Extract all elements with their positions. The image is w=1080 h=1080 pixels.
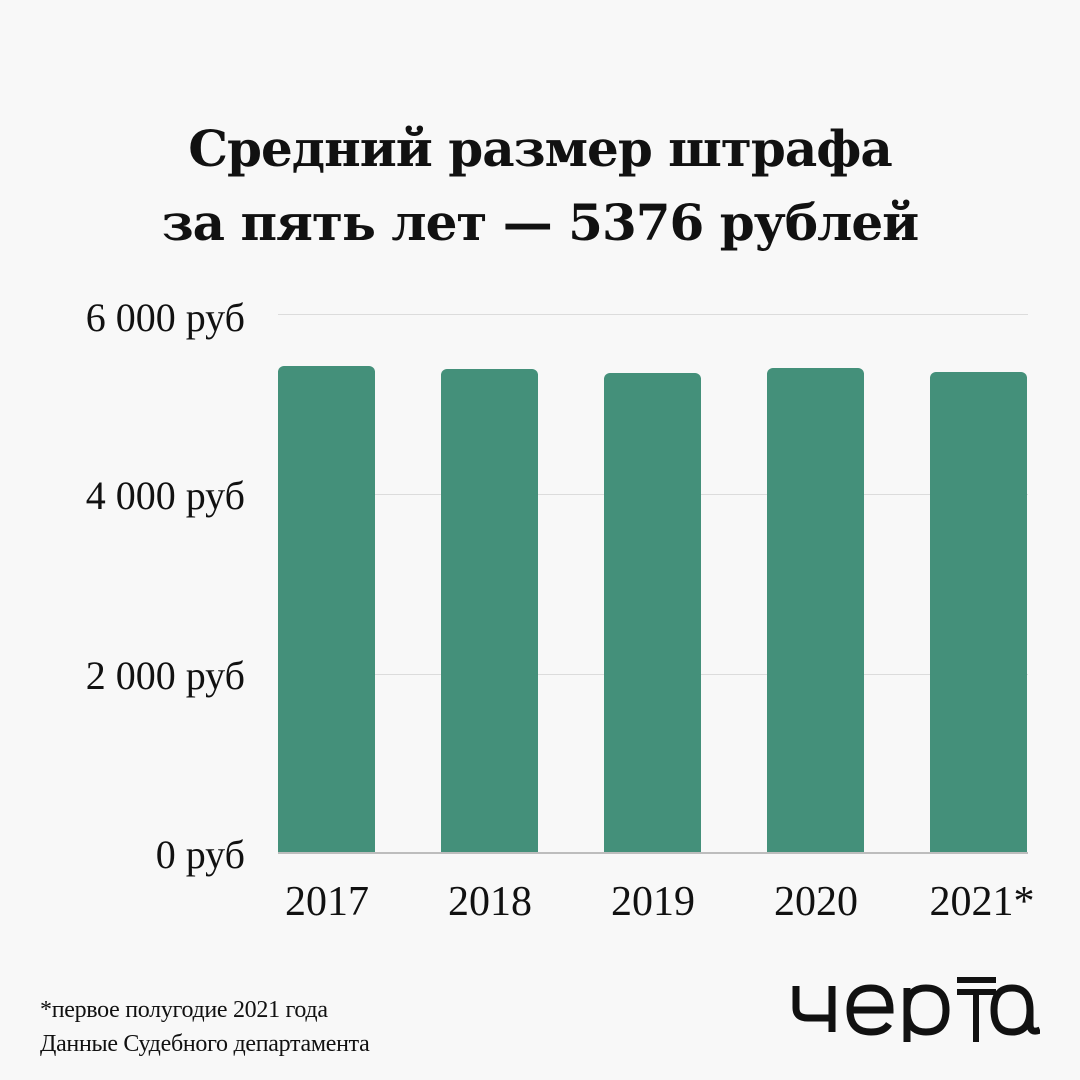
y-tick-2000: 2 000 руб bbox=[85, 653, 245, 698]
y-tick-0: 0 руб bbox=[155, 832, 245, 877]
bar-2018 bbox=[441, 369, 538, 853]
x-tick-2019: 2019 bbox=[611, 879, 695, 925]
bar-2021 bbox=[930, 372, 1027, 853]
cherta-logo-icon bbox=[792, 977, 1042, 1044]
bar-2020 bbox=[767, 368, 864, 853]
gridline-6000 bbox=[278, 314, 1028, 315]
chart-title: Средний размер штрафа за пять лет — 5376… bbox=[0, 112, 1080, 260]
x-axis-baseline bbox=[278, 852, 1028, 854]
footnote: *первое полугодие 2021 года Данные Судеб… bbox=[40, 993, 370, 1061]
y-tick-6000: 6 000 руб bbox=[85, 295, 245, 340]
y-tick-4000: 4 000 руб bbox=[85, 473, 245, 518]
footnote-note: *первое полугодие 2021 года bbox=[40, 997, 328, 1023]
brand-logo bbox=[790, 972, 1042, 1044]
x-tick-2018: 2018 bbox=[448, 879, 532, 925]
bar-2017 bbox=[278, 366, 375, 853]
bar-2019 bbox=[604, 373, 701, 853]
footnote-source: Данные Судебного департамента bbox=[40, 1031, 370, 1057]
x-tick-2021: 2021* bbox=[929, 879, 1035, 925]
chart-title-line-1: Средний размер штрафа bbox=[188, 119, 893, 178]
x-tick-2020: 2020 bbox=[774, 879, 858, 925]
x-tick-2017: 2017 bbox=[285, 879, 369, 925]
chart-title-line-2: за пять лет — 5376 рублей bbox=[161, 193, 919, 252]
